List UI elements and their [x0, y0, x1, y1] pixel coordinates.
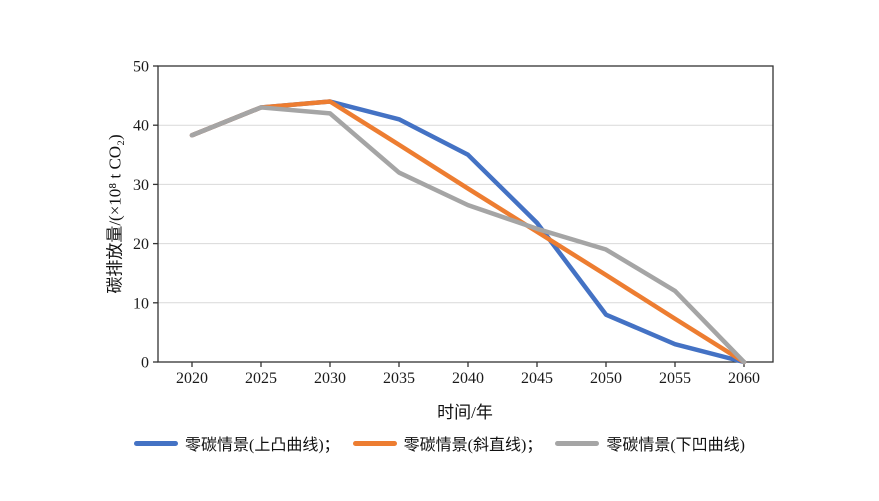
x-tick-label: 2025 — [245, 370, 277, 387]
series-line-2 — [189, 105, 747, 365]
legend-line-swatch-gray — [555, 440, 600, 446]
x-tick-label: 2040 — [452, 370, 484, 387]
legend-label: 零碳情景(上凸曲线)； — [184, 437, 340, 454]
x-tick-label: 2045 — [521, 370, 553, 387]
y-tick-label: 30 — [133, 177, 149, 194]
y-tick-label: 40 — [133, 118, 149, 135]
y-tick-label: 0 — [141, 355, 149, 372]
x-tick-label: 2055 — [659, 370, 691, 387]
x-tick-label: 2050 — [590, 370, 622, 387]
legend: 零碳情景(上凸曲线)； 零碳情景(斜直线)； 零碳情景(下凹曲线) — [0, 431, 879, 455]
legend-item-convex: 零碳情景(上凸曲线)； — [133, 431, 340, 455]
x-tick-label: 2030 — [314, 370, 346, 387]
legend-item-straight: 零碳情景(斜直线)； — [352, 431, 543, 455]
y-axis-title: 碳排放量/(×10⁸ t CO₂) — [105, 134, 125, 294]
series-line-0 — [189, 99, 747, 365]
y-tick-label: 20 — [133, 236, 149, 253]
y-tick-label: 50 — [133, 59, 149, 76]
x-tick-label: 2060 — [728, 370, 760, 387]
legend-label: 零碳情景(斜直线)； — [403, 437, 543, 454]
legend-line-swatch-orange — [352, 440, 397, 446]
x-axis-title: 时间/年 — [437, 403, 493, 422]
x-tick-label: 2035 — [383, 370, 415, 387]
plot-border — [157, 65, 774, 363]
y-tick-label: 10 — [133, 295, 149, 312]
x-tick-label: 2020 — [176, 370, 208, 387]
legend-line-swatch-blue — [133, 440, 178, 446]
legend-item-concave: 零碳情景(下凹曲线) — [555, 431, 745, 455]
series-line-1 — [189, 99, 747, 365]
legend-label: 零碳情景(下凹曲线) — [606, 437, 745, 454]
